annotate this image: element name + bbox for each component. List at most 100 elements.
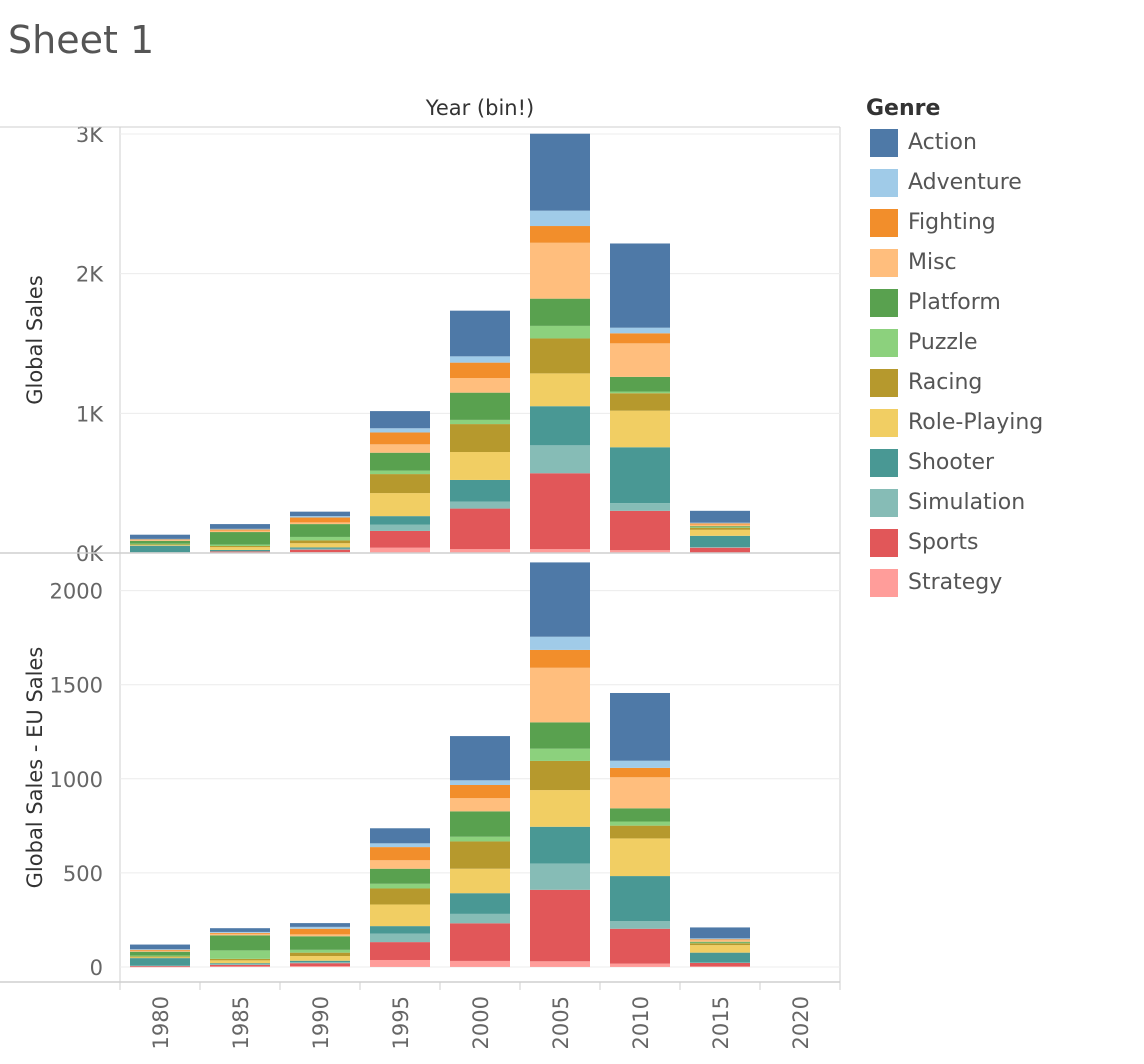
bar-segment-adventure-1990[interactable] — [290, 926, 350, 929]
bar-segment-action-1990[interactable] — [290, 923, 350, 927]
bar-segment-puzzle-1985[interactable] — [210, 544, 270, 547]
bar-segment-action-2015[interactable] — [690, 927, 750, 939]
bar-segment-shooter-2015[interactable] — [690, 952, 750, 963]
bar-segment-sports-1995[interactable] — [370, 530, 430, 548]
bar-segment-racing-2005[interactable] — [530, 760, 590, 791]
bar-segment-role-playing-1980[interactable] — [130, 957, 190, 959]
bar-segment-misc-2010[interactable] — [610, 777, 670, 809]
bar-segment-misc-2015[interactable] — [690, 940, 750, 942]
bar-segment-role-playing-2010[interactable] — [610, 838, 670, 877]
bar-segment-adventure-1995[interactable] — [370, 428, 430, 433]
bar-segment-role-playing-2000[interactable] — [450, 868, 510, 894]
bar-segment-simulation-1990[interactable] — [290, 548, 350, 550]
bar-segment-shooter-1995[interactable] — [370, 926, 430, 934]
bar-segment-platform-2015[interactable] — [690, 526, 750, 528]
legend-item-adventure[interactable]: Adventure — [866, 167, 1136, 207]
legend-item-puzzle[interactable]: Puzzle — [866, 327, 1136, 367]
bar-segment-adventure-2005[interactable] — [530, 210, 590, 227]
bar-segment-role-playing-1995[interactable] — [370, 904, 430, 927]
bar-segment-strategy-1990[interactable] — [290, 966, 350, 967]
bar-segment-puzzle-1980[interactable] — [130, 955, 190, 957]
bar-segment-simulation-1995[interactable] — [370, 933, 430, 943]
bar-segment-action-1985[interactable] — [210, 928, 270, 932]
bar-segment-action-2000[interactable] — [450, 310, 510, 357]
bar-segment-puzzle-1985[interactable] — [210, 950, 270, 959]
bar-segment-platform-1985[interactable] — [210, 935, 270, 951]
bar-segment-puzzle-1995[interactable] — [370, 883, 430, 889]
bar-segment-racing-1995[interactable] — [370, 474, 430, 494]
bar-segment-sports-2000[interactable] — [450, 508, 510, 550]
bar-segment-sports-1980[interactable] — [130, 966, 190, 967]
bar-segment-shooter-2015[interactable] — [690, 535, 750, 547]
bar-segment-adventure-2010[interactable] — [610, 327, 670, 334]
bar-segment-puzzle-1990[interactable] — [290, 536, 350, 541]
bar-segment-action-2000[interactable] — [450, 736, 510, 781]
bar-segment-role-playing-2010[interactable] — [610, 410, 670, 448]
bar-segment-simulation-1985[interactable] — [210, 551, 270, 552]
bar-segment-shooter-1980[interactable] — [130, 958, 190, 966]
bar-segment-role-playing-1985[interactable] — [210, 960, 270, 964]
bar-segment-platform-1985[interactable] — [210, 532, 270, 545]
bar-segment-adventure-1995[interactable] — [370, 843, 430, 848]
bar-segment-role-playing-1985[interactable] — [210, 547, 270, 550]
bar-segment-shooter-2000[interactable] — [450, 893, 510, 914]
bar-segment-racing-2000[interactable] — [450, 424, 510, 453]
bar-segment-fighting-2005[interactable] — [530, 649, 590, 668]
legend-item-racing[interactable]: Racing — [866, 367, 1136, 407]
bar-segment-puzzle-2000[interactable] — [450, 419, 510, 425]
bar-segment-strategy-1980[interactable] — [130, 966, 190, 968]
bar-segment-puzzle-2005[interactable] — [530, 325, 590, 339]
legend-item-shooter[interactable]: Shooter — [866, 447, 1136, 487]
bar-segment-adventure-1980[interactable] — [130, 949, 190, 950]
bar-segment-platform-2000[interactable] — [450, 392, 510, 420]
bar-segment-role-playing-2015[interactable] — [690, 529, 750, 536]
bar-segment-adventure-2005[interactable] — [530, 636, 590, 650]
bar-segment-racing-1980[interactable] — [130, 956, 190, 958]
bar-segment-shooter-1995[interactable] — [370, 516, 430, 525]
bar-segment-shooter-1985[interactable] — [210, 963, 270, 965]
bar-segment-simulation-2010[interactable] — [610, 921, 670, 929]
bar-segment-puzzle-2015[interactable] — [690, 942, 750, 944]
legend-item-fighting[interactable]: Fighting — [866, 207, 1136, 247]
bar-segment-simulation-2005[interactable] — [530, 445, 590, 474]
bar-segment-sports-1985[interactable] — [210, 964, 270, 967]
bar-segment-action-1995[interactable] — [370, 411, 430, 429]
bar-segment-sports-1995[interactable] — [370, 942, 430, 960]
bar-segment-puzzle-2015[interactable] — [690, 527, 750, 528]
bar-segment-strategy-1995[interactable] — [370, 547, 430, 553]
bar-segment-shooter-2010[interactable] — [610, 447, 670, 504]
bar-segment-platform-1995[interactable] — [370, 868, 430, 884]
legend-item-platform[interactable]: Platform — [866, 287, 1136, 327]
bar-segment-fighting-2010[interactable] — [610, 767, 670, 778]
bar-segment-misc-1985[interactable] — [210, 530, 270, 533]
bar-segment-platform-1980[interactable] — [130, 540, 190, 544]
bar-segment-racing-2015[interactable] — [690, 527, 750, 530]
bar-segment-sports-1990[interactable] — [290, 549, 350, 553]
bar-segment-simulation-2005[interactable] — [530, 863, 590, 890]
bar-segment-shooter-1980[interactable] — [130, 545, 190, 553]
bar-segment-simulation-2015[interactable] — [690, 962, 750, 963]
bar-segment-platform-2005[interactable] — [530, 722, 590, 749]
legend-item-sports[interactable]: Sports — [866, 527, 1136, 567]
bar-segment-adventure-1990[interactable] — [290, 516, 350, 518]
bar-segment-shooter-1985[interactable] — [210, 549, 270, 552]
bar-segment-sports-1990[interactable] — [290, 963, 350, 967]
bar-segment-racing-1995[interactable] — [370, 888, 430, 905]
bar-segment-action-2015[interactable] — [690, 510, 750, 523]
bar-segment-fighting-1985[interactable] — [210, 529, 270, 531]
bar-segment-shooter-1990[interactable] — [290, 960, 350, 963]
bar-segment-strategy-2010[interactable] — [610, 550, 670, 553]
bar-segment-action-1995[interactable] — [370, 828, 430, 844]
bar-segment-racing-2010[interactable] — [610, 825, 670, 839]
bar-segment-role-playing-2000[interactable] — [450, 452, 510, 480]
bar-segment-misc-1980[interactable] — [130, 950, 190, 952]
bar-segment-racing-2000[interactable] — [450, 841, 510, 869]
bar-segment-shooter-1990[interactable] — [290, 547, 350, 549]
bar-segment-sports-2015[interactable] — [690, 547, 750, 553]
bar-segment-puzzle-1990[interactable] — [290, 949, 350, 953]
bar-segment-strategy-2000[interactable] — [450, 549, 510, 553]
bar-segment-fighting-1980[interactable] — [130, 949, 190, 951]
bar-segment-misc-1990[interactable] — [290, 934, 350, 937]
bar-segment-strategy-2005[interactable] — [530, 961, 590, 967]
bar-segment-misc-1990[interactable] — [290, 522, 350, 525]
